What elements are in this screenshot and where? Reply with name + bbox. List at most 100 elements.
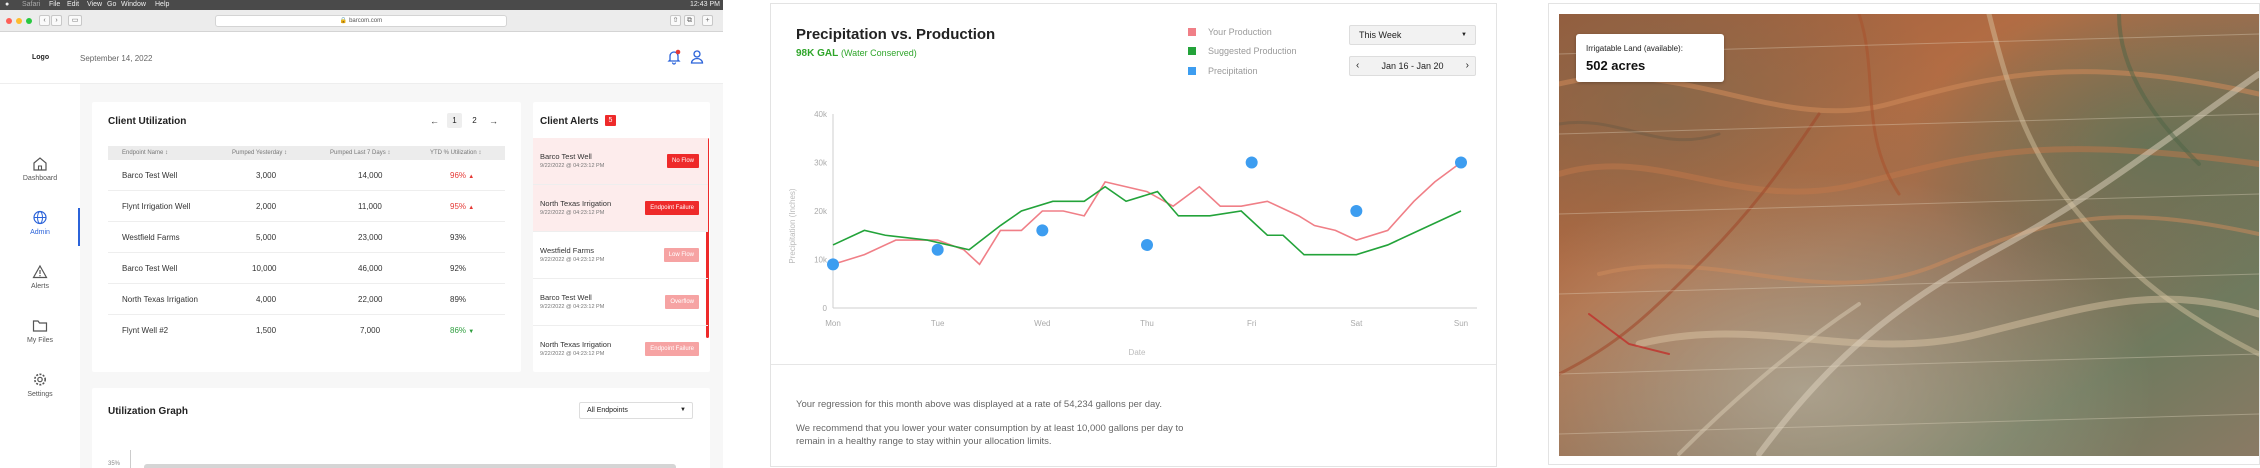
menu-edit[interactable]: Edit	[67, 1, 80, 8]
zoom-window-button[interactable]	[26, 18, 32, 24]
page-2-button[interactable]: 2	[472, 116, 477, 125]
precipitation-point	[1036, 224, 1049, 237]
user-profile-icon[interactable]	[690, 49, 704, 65]
cell-name: Flynt Well #2	[122, 326, 169, 335]
legend-label: Your Production	[1208, 27, 1272, 37]
col-pumped-7-days[interactable]: Pumped Last 7 Days ↕	[330, 150, 391, 156]
table-row[interactable]: Flynt Well #2 1,500 7,000 86% ▼	[108, 315, 505, 346]
graph-ytick: 35%	[108, 461, 121, 467]
alert-triangle-icon	[32, 264, 48, 279]
y-tick-label: 0	[823, 304, 828, 313]
sidebar-label-my-files: My Files	[26, 337, 54, 344]
menu-view[interactable]: View	[87, 1, 103, 8]
water-conserved-label: (Water Conserved)	[841, 48, 917, 58]
page-next-button[interactable]: →	[489, 116, 498, 126]
alert-time: 9/22/2022 @ 04:23:12 PM	[540, 304, 605, 310]
date-range-text: Jan 16 - Jan 20	[1381, 61, 1444, 71]
page-prev-button[interactable]: ←	[430, 116, 439, 126]
table-row[interactable]: Flynt Irrigation Well 2,000 11,000 95% ▲	[108, 191, 505, 222]
sidebar-item-admin[interactable]: Admin	[0, 210, 80, 254]
precipitation-card: Precipitation vs. Production 98K GAL (Wa…	[770, 3, 1497, 467]
menu-app-name[interactable]: Safari	[22, 1, 41, 8]
sidebar-label-admin: Admin	[30, 229, 50, 236]
range-select-value: This Week	[1359, 30, 1402, 40]
mac-menubar: ● Safari File Edit View Go Window Help 1…	[0, 0, 723, 10]
tabs-overview-icon[interactable]: ⧉	[684, 15, 695, 26]
cell-week: 14,000	[358, 171, 383, 180]
alert-name: Westfield Farms	[540, 246, 595, 255]
page-1-button[interactable]: 1	[447, 113, 462, 128]
precipitation-point	[1245, 156, 1258, 169]
alert-status-badge[interactable]: Endpoint Failure	[645, 201, 699, 215]
new-tab-icon[interactable]: +	[702, 15, 713, 26]
alert-status-badge[interactable]: Overflow	[665, 295, 699, 309]
alert-status-badge[interactable]: No Flow	[666, 154, 699, 168]
minimize-window-button[interactable]	[16, 18, 22, 24]
col-endpoint-name[interactable]: Endpoint Name ↕	[122, 150, 169, 156]
active-nav-indicator	[78, 208, 80, 246]
back-icon[interactable]: ‹	[39, 15, 50, 26]
sidebar-item-alerts[interactable]: Alerts	[0, 264, 80, 308]
cell-week: 23,000	[358, 233, 383, 242]
logo[interactable]: Logo	[32, 54, 50, 61]
menu-file[interactable]: File	[49, 1, 61, 8]
endpoint-select[interactable]: All Endpoints ▼	[579, 402, 693, 419]
close-window-button[interactable]	[6, 18, 12, 24]
notification-bell-icon[interactable]	[667, 49, 681, 65]
table-row[interactable]: Barco Test Well 3,000 14,000 96% ▲	[108, 160, 505, 191]
table-row[interactable]: Westfield Farms 5,000 23,000 93%	[108, 222, 505, 253]
menu-help[interactable]: Help	[155, 1, 170, 8]
forward-icon[interactable]: ›	[51, 15, 62, 26]
land-label: Irrigatable Land (available):	[1586, 44, 1683, 53]
col-pumped-yesterday[interactable]: Pumped Yesterday ↕	[232, 150, 288, 156]
alert-time: 9/22/2022 @ 04:23:12 PM	[540, 257, 605, 263]
cell-week: 46,000	[358, 264, 383, 273]
address-bar[interactable]: 🔒 barcom.com	[215, 15, 507, 27]
alerts-count-badge: 5	[605, 115, 616, 126]
alert-name: Barco Test Well	[540, 293, 592, 302]
date-next-button[interactable]: ›	[1465, 60, 1469, 71]
legend-precipitation: Precipitation	[1188, 66, 1258, 76]
table-row[interactable]: North Texas Irrigation 4,000 22,000 89%	[108, 284, 505, 315]
legend-swatch-your-production	[1188, 28, 1196, 36]
table-row[interactable]: Barco Test Well 10,000 46,000 92%	[108, 253, 505, 284]
date-range-picker: ‹ Jan 16 - Jan 20 ›	[1349, 56, 1476, 76]
y-tick-label: 10k	[814, 256, 828, 265]
satellite-map[interactable]	[1559, 14, 2259, 456]
alert-status-badge[interactable]: Low Flow	[663, 248, 699, 262]
precipitation-point	[1350, 205, 1363, 217]
menu-go[interactable]: Go	[107, 1, 117, 8]
precip-title: Precipitation vs. Production	[796, 26, 996, 43]
cell-yesterday: 4,000	[256, 295, 277, 304]
alert-item[interactable]: Barco Test Well 9/22/2022 @ 04:23:12 PM …	[533, 279, 708, 326]
menu-window[interactable]: Window	[121, 1, 146, 8]
share-icon[interactable]: ⇧	[670, 15, 681, 26]
y-tick-label: 30k	[814, 159, 828, 168]
precipitation-point	[1141, 238, 1153, 251]
sidebar-item-dashboard[interactable]: Dashboard	[0, 156, 80, 200]
recommendation-text: We recommend that you lower your water c…	[796, 423, 1184, 447]
alert-name: North Texas Irrigation	[540, 199, 612, 208]
sidebar-toggle-icon[interactable]: ▭	[68, 15, 82, 26]
utilization-title: Client Utilization	[108, 116, 187, 127]
series-line-your-production	[832, 161, 1462, 266]
x-tick-label: Tue	[931, 319, 945, 328]
range-select[interactable]: This Week ▼	[1349, 25, 1476, 45]
alert-item[interactable]: North Texas Irrigation 9/22/2022 @ 04:23…	[533, 326, 708, 372]
chevron-down-icon: ▼	[680, 407, 686, 413]
cell-ytd: 86% ▼	[450, 326, 475, 335]
sidebar-item-settings[interactable]: Settings	[0, 372, 80, 416]
alert-status-badge[interactable]: Endpoint Failure	[645, 342, 699, 356]
sidebar-item-my-files[interactable]: My Files	[0, 318, 80, 362]
alerts-scrollbar[interactable]	[706, 138, 709, 338]
utilization-graph-card: Utilization Graph All Endpoints ▼ 35%	[92, 388, 710, 468]
date-prev-button[interactable]: ‹	[1356, 60, 1360, 71]
apple-icon[interactable]: ●	[5, 1, 10, 8]
alert-item[interactable]: North Texas Irrigation 9/22/2022 @ 04:23…	[533, 185, 708, 232]
alert-item[interactable]: Westfield Farms 9/22/2022 @ 04:23:12 PM …	[533, 232, 708, 279]
alert-item[interactable]: Barco Test Well 9/22/2022 @ 04:23:12 PM …	[533, 138, 708, 185]
precipitation-point	[931, 243, 944, 256]
col-ytd-utilization[interactable]: YTD % Utilization ↕	[430, 150, 482, 156]
header-date: September 14, 2022	[80, 54, 153, 63]
alert-name: North Texas Irrigation	[540, 340, 612, 349]
